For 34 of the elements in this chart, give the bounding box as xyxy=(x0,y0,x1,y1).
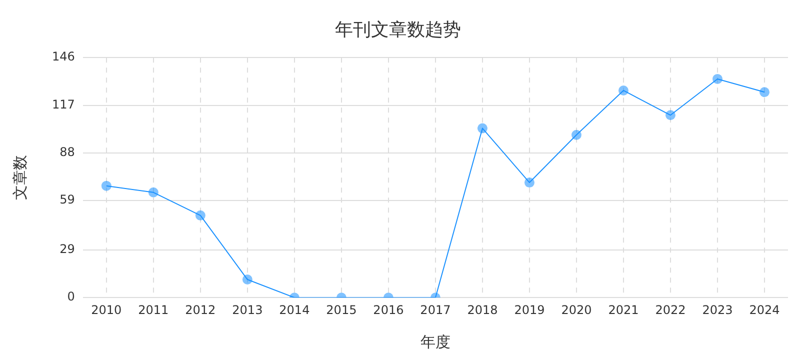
point xyxy=(712,74,722,84)
x-tick-label: 2014 xyxy=(279,302,310,317)
point xyxy=(148,187,158,198)
y-tick-label: 0 xyxy=(67,290,75,304)
x-tick-label: 2023 xyxy=(702,302,733,317)
y-tick-label: 29 xyxy=(60,242,75,256)
x-tick-label: 2021 xyxy=(608,302,639,317)
x-axis-title: 年度 xyxy=(420,332,450,351)
x-tick-label: 2019 xyxy=(514,302,545,317)
x-tick-label: 2022 xyxy=(655,302,686,317)
point xyxy=(101,180,112,191)
point xyxy=(571,130,582,140)
x-tick-label: 2013 xyxy=(232,302,263,317)
x-tick-label: 2015 xyxy=(326,302,357,317)
x-tick-label: 2024 xyxy=(749,302,780,317)
point xyxy=(195,210,206,220)
x-tick-label: 2018 xyxy=(467,302,498,317)
y-tick-label: 146 xyxy=(52,50,75,64)
point xyxy=(477,123,488,134)
point xyxy=(759,87,770,98)
x-tick-label: 2010 xyxy=(91,302,122,317)
point xyxy=(618,85,628,96)
x-tick-label: 2020 xyxy=(561,302,592,317)
point xyxy=(524,178,534,188)
y-tick-label: 59 xyxy=(60,192,75,207)
y-tick-label: 88 xyxy=(60,145,75,160)
x-tick-label: 2012 xyxy=(185,302,216,317)
y-tick-label: 117 xyxy=(52,97,75,112)
x-tick-label: 2011 xyxy=(138,302,169,317)
point xyxy=(665,110,676,120)
y-axis-title: 文章数 xyxy=(10,155,29,200)
x-tick-label: 2017 xyxy=(420,302,451,317)
x-tick-label: 2016 xyxy=(373,302,404,317)
chart-title: 年刊文章数趋势 xyxy=(335,19,461,40)
